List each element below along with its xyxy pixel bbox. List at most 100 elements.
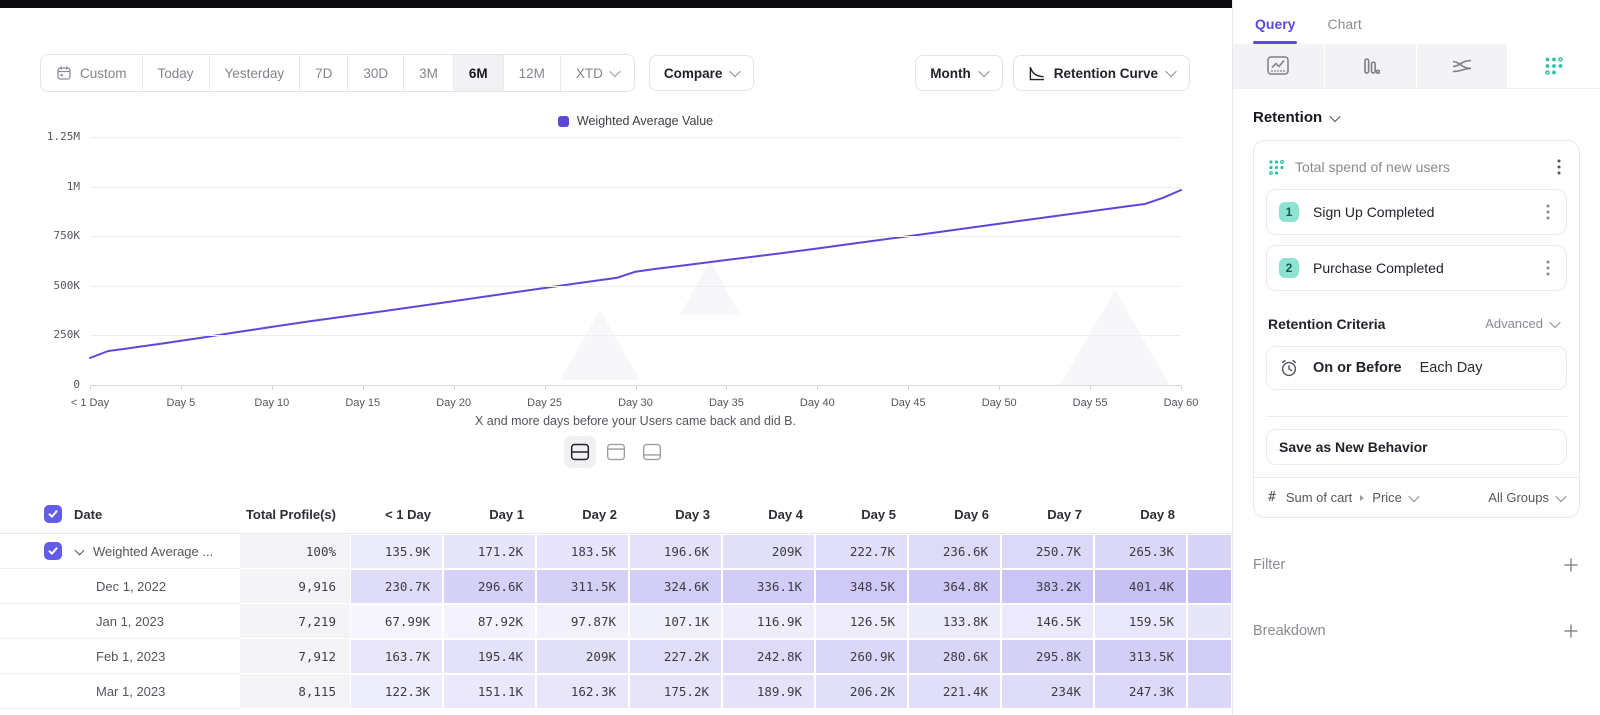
query-panel: QueryChart Retention Total spend of new …	[1232, 0, 1600, 715]
granularity-button[interactable]: Month	[915, 55, 1002, 91]
tab-chart[interactable]: Chart	[1325, 4, 1363, 44]
row-value-cell: 196.6K	[629, 534, 722, 569]
panel-tabs: Query Chart	[1233, 0, 1600, 44]
row-value-cell: 222.7K	[815, 534, 908, 569]
row-date-cell: Jan 1, 2023	[0, 604, 240, 639]
row-value-cell: 163.7K	[350, 639, 443, 674]
row-total-cell: 7,219	[240, 604, 350, 639]
chart-type-button[interactable]: Retention Curve	[1013, 55, 1190, 91]
step-menu-button[interactable]	[1542, 258, 1554, 278]
x-axis-label: Day 35	[696, 397, 756, 409]
row-value-cell: 183.5K	[536, 534, 629, 569]
row-value-cell: 209K	[536, 639, 629, 674]
main-content: CustomTodayYesterday7D30D 3M 6M 12M XTD Comp…	[0, 0, 1232, 715]
chart-view-button[interactable]	[600, 436, 632, 468]
bar-chart-icon[interactable]	[1325, 44, 1417, 88]
row-value-cell: 97.87K	[536, 604, 629, 639]
expand-chevron-icon[interactable]	[75, 545, 85, 555]
row-checkbox[interactable]	[44, 542, 62, 560]
measure-dropdown[interactable]: Sum of cart Price	[1286, 490, 1418, 505]
row-value-cell: 383.2K	[1001, 569, 1094, 604]
row-overflow-cell	[1187, 604, 1232, 639]
behavior-menu-button[interactable]	[1553, 157, 1565, 177]
groups-dropdown[interactable]: All Groups	[1488, 490, 1565, 505]
gridline	[90, 286, 1181, 287]
retention-grid-icon[interactable]	[1508, 44, 1600, 88]
row-value-cell: 175.2K	[629, 674, 722, 709]
column-header-label: Date	[74, 507, 102, 522]
range-label: 12M	[519, 66, 545, 81]
row-value-cell: 126.5K	[815, 604, 908, 639]
range-today[interactable]: Today	[143, 55, 210, 91]
retention-curve-icon	[1028, 66, 1045, 81]
x-axis-label: Day 50	[969, 397, 1029, 409]
range-yesterday[interactable]: Yesterday	[210, 55, 301, 91]
row-overflow-cell	[1187, 639, 1232, 674]
behavior-step[interactable]: 1Sign Up Completed	[1266, 189, 1567, 235]
x-axis-label: Day 25	[515, 397, 575, 409]
x-axis-tick	[1090, 385, 1091, 390]
range-custom[interactable]: Custom	[41, 55, 143, 91]
x-axis-label: Day 45	[878, 397, 938, 409]
divider	[1266, 416, 1567, 417]
x-axis-label: Day 5	[151, 397, 211, 409]
range-7d[interactable]: 7D	[300, 55, 348, 91]
add-filter-button[interactable]	[1562, 556, 1580, 574]
y-axis-label: 1M	[0, 180, 80, 193]
table-header-row: DateTotal Profile(s)< 1 DayDay 1Day 2Day…	[0, 495, 1232, 534]
chevron-down-icon	[1549, 316, 1560, 327]
number-sign-icon: #	[1268, 490, 1276, 505]
y-axis-label: 1.25M	[0, 130, 80, 143]
range-6m[interactable]: 6M	[454, 55, 504, 91]
x-axis-tick	[999, 385, 1000, 390]
compare-button[interactable]: Compare	[649, 55, 755, 91]
line-chart-icon[interactable]	[1233, 44, 1325, 88]
row-value-cell: 230.7K	[350, 569, 443, 604]
save-behavior-button[interactable]: Save as New Behavior	[1266, 429, 1567, 465]
step-label: Purchase Completed	[1313, 260, 1444, 276]
range-xtd[interactable]: XTD	[561, 55, 634, 91]
table-view-button[interactable]	[636, 436, 668, 468]
select-all-checkbox[interactable]	[44, 505, 62, 523]
caret-right-icon	[1360, 495, 1364, 501]
step-menu-button[interactable]	[1542, 202, 1554, 222]
x-axis-label: Day 15	[333, 397, 393, 409]
x-axis-label: Day 55	[1060, 397, 1120, 409]
advanced-label: Advanced	[1485, 316, 1543, 331]
row-value-cell: 122.3K	[350, 674, 443, 709]
row-date-label: Mar 1, 2023	[96, 684, 165, 699]
x-axis-label: Day 30	[606, 397, 666, 409]
row-value-cell: 296.6K	[443, 569, 536, 604]
row-value-cell: 401.4K	[1094, 569, 1187, 604]
x-axis-label: Day 60	[1151, 397, 1211, 409]
row-value-cell: 189.9K	[722, 674, 815, 709]
column-header-day: Day 6	[908, 507, 1001, 522]
row-value-cell: 336.1K	[722, 569, 815, 604]
flow-chart-icon[interactable]	[1417, 44, 1509, 88]
x-axis-tick	[454, 385, 455, 390]
split-view-button[interactable]	[564, 436, 596, 468]
range-30d[interactable]: 30D	[348, 55, 404, 91]
range-3m[interactable]: 3M	[404, 55, 454, 91]
retention-table: DateTotal Profile(s)< 1 DayDay 1Day 2Day…	[0, 495, 1232, 709]
step-number-badge: 2	[1279, 258, 1299, 278]
criteria-condition-row[interactable]: On or Before Each Day	[1266, 346, 1567, 390]
row-date-cell: Weighted Average ...	[0, 534, 240, 569]
add-breakdown-button[interactable]	[1562, 622, 1580, 640]
tab-query[interactable]: Query	[1253, 4, 1297, 44]
chevron-down-icon	[609, 66, 620, 77]
range-label: 3M	[419, 66, 438, 81]
advanced-dropdown[interactable]: Advanced	[1479, 315, 1565, 332]
row-total-cell: 9,916	[240, 569, 350, 604]
chevron-down-icon	[1408, 490, 1419, 501]
range-12m[interactable]: 12M	[504, 55, 561, 91]
measure-row: # Sum of cart Price All Groups	[1254, 477, 1579, 509]
chevron-down-icon	[730, 66, 741, 77]
table-row: Feb 1, 20237,912163.7K195.4K209K227.2K24…	[0, 639, 1232, 674]
row-value-cell: 107.1K	[629, 604, 722, 639]
row-value-cell: 206.2K	[815, 674, 908, 709]
retention-section-toggle[interactable]: Retention	[1253, 109, 1580, 126]
x-axis-label: Day 10	[242, 397, 302, 409]
behavior-step[interactable]: 2 Purchase Completed	[1266, 245, 1567, 291]
table-row: Weighted Average ...100%135.9K171.2K183.…	[0, 534, 1232, 569]
